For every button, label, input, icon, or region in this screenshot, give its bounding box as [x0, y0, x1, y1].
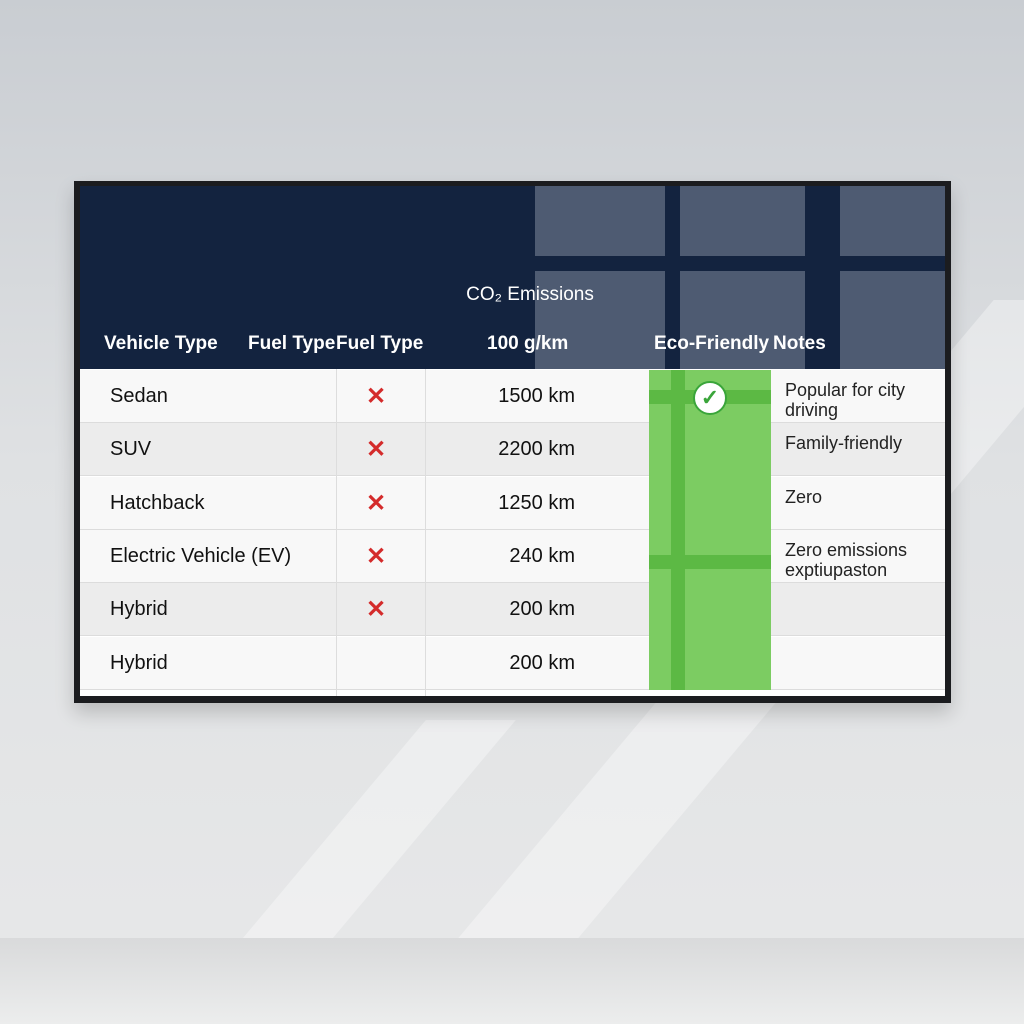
distance-cell: 1250 km: [498, 491, 575, 514]
distance-cell: 200 km: [509, 651, 575, 674]
group-header-co2: CO₂ Emissions: [466, 284, 594, 305]
vehicle-type-cell: Hybrid: [110, 598, 168, 621]
table-row: Hatchback ✕ 1250 km Zero: [80, 476, 945, 530]
vehicle-type-cell: Electric Vehicle (EV): [110, 544, 292, 567]
table-row: Electric Vehicle (EV) ✕ 240 km Zero emis…: [80, 529, 945, 583]
header-vehicle-type: Vehicle Type: [104, 333, 218, 354]
distance-cell: 240 km: [509, 544, 575, 567]
header-fuel-type: Fuel Type: [248, 333, 336, 354]
distance-cell: 200 km: [509, 598, 575, 621]
distance-cell: 2200 km: [498, 438, 575, 461]
cross-icon: ✕: [366, 383, 387, 410]
header-fuel-type-2: Fuel Type: [336, 333, 424, 354]
check-icon: ✓: [693, 381, 727, 415]
cross-icon: ✕: [366, 596, 387, 624]
vehicle-type-cell: Hatchback: [110, 491, 205, 514]
cross-icon: ✕: [366, 542, 387, 570]
table-row: Hybrid 200 km: [80, 636, 945, 690]
cross-icon: ✕: [366, 489, 387, 517]
notes-cell: Zero emissions exptiupaston: [785, 539, 908, 580]
vehicle-type-cell: Sedan: [110, 385, 168, 407]
notes-cell: Popular for city driving: [785, 380, 906, 420]
notes-cell: Family-friendly: [785, 433, 903, 454]
floor: [0, 938, 1024, 1024]
eco-friendly-column: ✓: [649, 370, 771, 690]
cross-icon: ✕: [366, 436, 387, 464]
wall-display: CO₂ Emissions Vehicle Type Fuel Type Fue…: [74, 181, 951, 703]
table-row: Sedan ✕ 1500 km Popular for city driving: [80, 370, 945, 423]
notes-cell: Zero: [785, 486, 823, 507]
table-row: Hybrid ✕ 200 km: [80, 583, 945, 637]
header-eco-friendly: Eco-Friendly: [654, 333, 770, 354]
header-distance: 100 g/km: [487, 333, 569, 354]
distance-cell: 1500 km: [498, 385, 575, 407]
header-notes: Notes: [773, 333, 826, 354]
table-header: CO₂ Emissions Vehicle Type Fuel Type Fue…: [80, 186, 945, 369]
table-row: SUV ✕ 2200 km Family-friendly: [80, 423, 945, 477]
vehicle-type-cell: SUV: [110, 438, 152, 461]
vehicle-type-cell: Hybrid: [110, 651, 168, 674]
display-screen: CO₂ Emissions Vehicle Type Fuel Type Fue…: [80, 186, 945, 696]
